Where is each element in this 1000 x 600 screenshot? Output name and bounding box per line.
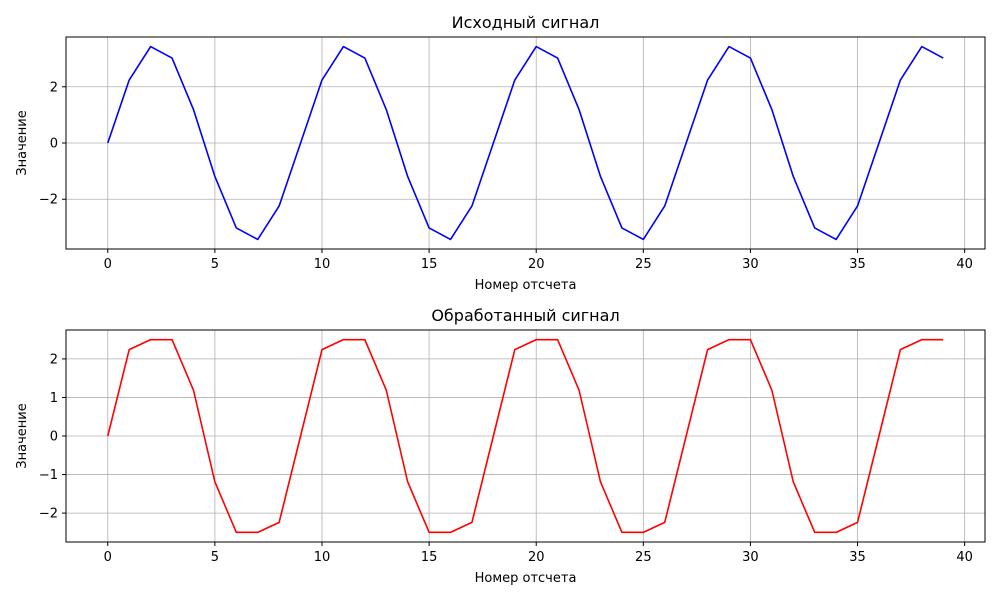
chart-title: Обработанный сигнал <box>431 306 619 325</box>
x-tick-label: 15 <box>421 257 438 272</box>
x-tick-label: 15 <box>421 550 438 565</box>
y-tick-label: −2 <box>39 193 58 208</box>
y-tick-label: 1 <box>50 391 58 406</box>
x-tick-label: 30 <box>742 257 759 272</box>
x-tick-label: 20 <box>528 550 545 565</box>
y-tick-label: 2 <box>50 352 58 367</box>
x-tick-label: 35 <box>849 257 866 272</box>
y-tick-label: 2 <box>50 80 58 95</box>
chart-1: 0 5 10 15 20 25 30 35 40 −2 0 2 Исходный сигнал Номер… <box>15 13 986 293</box>
x-axis-label: Номер отсчета <box>475 278 577 293</box>
x-tick-label: 25 <box>635 550 652 565</box>
x-tick-label: 20 <box>528 257 545 272</box>
x-tick-label: 10 <box>314 550 331 565</box>
y-tick-label: 0 <box>50 430 58 445</box>
x-tick-label: 10 <box>314 257 331 272</box>
series-line <box>107 45 944 241</box>
y-axis-label: Значение <box>15 110 30 175</box>
y-tick-label: −1 <box>39 468 58 483</box>
x-tick-label: 5 <box>211 550 219 565</box>
series-line <box>106 338 944 534</box>
x-tick-label: 30 <box>742 550 759 565</box>
x-tick-label: 25 <box>635 257 652 272</box>
x-tick-label: 0 <box>104 550 112 565</box>
x-axis-label: Номер отсчета <box>475 571 577 586</box>
y-axis-label: Значение <box>15 403 30 468</box>
chart-2: 0 5 10 15 20 25 30 35 40 −2 −1 0 1 2 Обработанный сигн… <box>15 306 986 586</box>
x-tick-label: 40 <box>956 257 973 272</box>
x-tick-label: 5 <box>211 257 219 272</box>
chart-title: Исходный сигнал <box>452 13 600 32</box>
x-tick-label: 40 <box>956 550 973 565</box>
x-tick-label: 0 <box>104 257 112 272</box>
y-tick-label: 0 <box>50 137 58 152</box>
x-tick-label: 35 <box>849 550 866 565</box>
y-tick-label: −2 <box>39 507 58 522</box>
